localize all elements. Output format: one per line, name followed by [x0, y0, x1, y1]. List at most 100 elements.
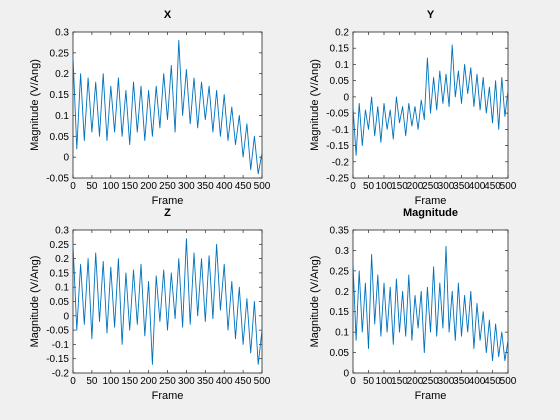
x-tick-label: 200 [407, 376, 424, 387]
x-tick-label: 450 [484, 181, 501, 192]
x-tick-label: 500 [254, 376, 271, 387]
y-tick-label: 0.15 [330, 307, 350, 318]
y-tick-label: 0.15 [50, 268, 70, 279]
series-line-1 [352, 245, 509, 362]
y-tick-label: -0.05 [46, 326, 69, 337]
y-tick-label: 0.35 [330, 226, 350, 237]
x-tick-label: 150 [121, 376, 138, 387]
x-tick-label: 300 [178, 376, 195, 387]
y-tick-label: 0.3 [335, 246, 349, 257]
x-tick-label: 250 [422, 181, 439, 192]
y-tick-label: 0.2 [335, 287, 349, 298]
chart-title: Z [164, 207, 171, 219]
x-tick-label: 50 [86, 376, 98, 387]
y-tick-label: 0.05 [50, 132, 70, 143]
y-tick-label: 0.15 [50, 90, 70, 101]
x-axis-label: Frame [415, 195, 447, 207]
y-tick-label: 0 [63, 153, 69, 164]
y-tick-label: 0 [343, 369, 349, 380]
x-tick-label: 50 [363, 181, 375, 192]
series-line-1 [72, 238, 263, 365]
x-tick-label: 400 [216, 376, 233, 387]
y-tick-label: -0.15 [46, 354, 69, 365]
y-tick-label: -0.15 [326, 141, 349, 152]
chart-title: Y [427, 9, 435, 21]
y-tick-label: 0.1 [335, 60, 349, 71]
x-tick-label: 50 [363, 376, 375, 387]
x-tick-label: 350 [453, 181, 470, 192]
x-tick-label: 400 [469, 376, 486, 387]
y-tick-label: 0.1 [55, 283, 69, 294]
y-tick-label: 0.25 [50, 48, 70, 59]
x-tick-label: 100 [102, 181, 119, 192]
plot-area [352, 31, 509, 179]
y-tick-label: 0.15 [330, 44, 350, 55]
series-line-1 [72, 39, 263, 175]
y-tick-label: -0.1 [332, 125, 350, 136]
x-tick-label: 100 [102, 376, 119, 387]
x-tick-label: 500 [500, 181, 517, 192]
subplot-3: Z 0 50 100 150 200 250 300 350 400 450 500 -0.2 -0.15… [29, 207, 271, 402]
y-tick-label: -0.05 [326, 109, 349, 120]
y-tick-label: 0.2 [55, 254, 69, 265]
y-tick-label: 0.25 [330, 266, 350, 277]
x-tick-label: 200 [140, 376, 157, 387]
subplot-1: X0 50 100 150 200 250 300 350 400 450 500-0.0500.0… [29, 9, 271, 207]
chart-title: X [164, 9, 172, 21]
x-axis-label: Frame [415, 390, 447, 402]
x-tick-label: 500 [254, 181, 271, 192]
y-tick-label: 0.3 [55, 28, 69, 39]
x-tick-label: 150 [391, 181, 408, 192]
y-axis-label: Magnitude (V/Ang) [309, 59, 321, 151]
x-tick-label: 400 [469, 181, 486, 192]
y-tick-label: 0.3 [55, 226, 69, 237]
y-tick-label: -0.2 [52, 369, 70, 380]
y-tick-label: -0.2 [332, 157, 350, 168]
plot-area [72, 31, 263, 179]
y-axis-label: Magnitude (V/Ang) [29, 256, 41, 348]
x-tick-label: 250 [422, 376, 439, 387]
x-tick-label: 200 [140, 181, 157, 192]
x-tick-label: 350 [453, 376, 470, 387]
chart-title: Magnitude [403, 207, 458, 219]
x-tick-label: 400 [216, 181, 233, 192]
y-tick-label: 0.25 [50, 240, 70, 251]
x-tick-label: 450 [235, 181, 252, 192]
x-tick-label: 150 [391, 376, 408, 387]
x-tick-label: 100 [376, 181, 393, 192]
x-tick-label: 50 [86, 181, 98, 192]
x-tick-label: 100 [376, 376, 393, 387]
x-tick-label: 350 [197, 376, 214, 387]
y-tick-label: -0.05 [46, 174, 69, 185]
x-tick-label: 300 [438, 181, 455, 192]
y-tick-label: 0.05 [330, 348, 350, 359]
y-axis-label: Magnitude (V/Ang) [309, 256, 321, 348]
x-tick-label: 0 [70, 376, 76, 387]
x-tick-label: 0 [70, 181, 76, 192]
x-tick-label: 0 [350, 181, 356, 192]
x-tick-label: 0 [350, 376, 356, 387]
plot-area [72, 229, 263, 374]
y-tick-label: 0.2 [55, 69, 69, 80]
x-tick-label: 450 [484, 376, 501, 387]
x-tick-label: 300 [178, 181, 195, 192]
y-tick-label: 0.05 [50, 297, 70, 308]
y-tick-label: 0.2 [335, 28, 349, 39]
x-tick-label: 300 [438, 376, 455, 387]
y-tick-label: -0.25 [326, 174, 349, 185]
series-line-1 [352, 44, 509, 156]
x-tick-label: 250 [159, 181, 176, 192]
x-tick-label: 500 [500, 376, 517, 387]
y-axis-label: Magnitude (V/Ang) [29, 59, 41, 151]
y-tick-label: 0.1 [55, 111, 69, 122]
x-tick-label: 350 [197, 181, 214, 192]
y-tick-label: 0.05 [330, 76, 350, 87]
x-tick-label: 450 [235, 376, 252, 387]
x-axis-label: Frame [152, 195, 184, 207]
x-tick-label: 200 [407, 181, 424, 192]
x-tick-label: 150 [121, 181, 138, 192]
y-tick-label: -0.1 [52, 340, 70, 351]
